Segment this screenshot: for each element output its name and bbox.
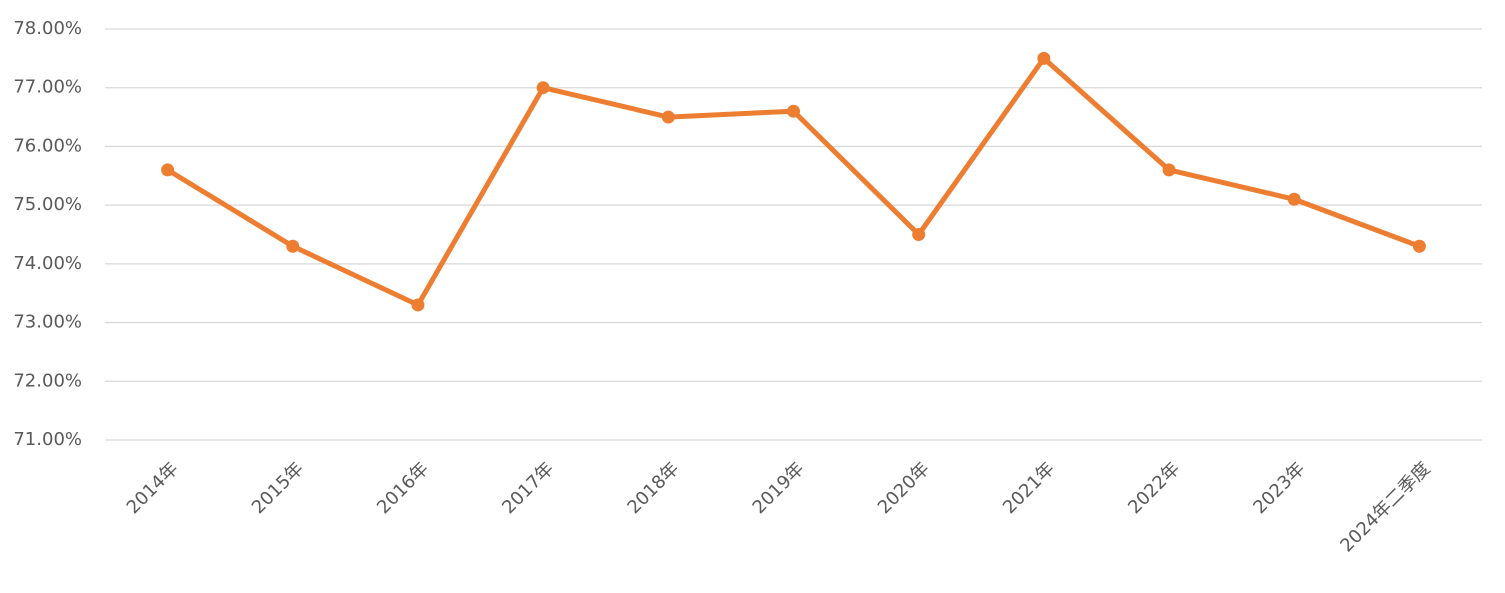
x-tick-label: 2018年 [623,458,683,518]
point [912,228,926,241]
point [286,239,300,253]
y-tick-label: 76.00% [13,135,82,156]
y-tick-label: 73.00% [13,312,82,333]
x-tick-label: 2021年 [999,458,1059,518]
x-tick-label: 2024年二季度 [1336,458,1434,556]
point [161,163,175,177]
point [1162,163,1176,177]
x-tick-label: 2023年 [1249,458,1309,518]
point [1037,51,1051,65]
x-tick-label: 2017年 [498,458,558,518]
point [787,104,800,118]
point [1412,239,1426,253]
y-tick-label: 78.00% [13,18,82,39]
y-tick-label: 72.00% [13,370,82,391]
y-tick-label: 75.00% [13,194,82,215]
y-tick-label: 77.00% [13,77,82,98]
point [1287,192,1301,206]
x-tick-label: 2022年 [1124,458,1184,518]
point [536,81,550,95]
x-tick-label: 2016年 [373,458,433,518]
y-tick-label: 74.00% [13,253,82,274]
x-tick-label: 2020年 [874,458,934,518]
x-tick-label: 2014年 [123,458,183,518]
x-tick-label: 2015年 [248,458,308,518]
y-tick-label: 71.00% [13,429,82,450]
line [166,55,1421,308]
point [661,110,675,124]
point [411,298,425,312]
x-tick-label: 2019年 [749,458,809,518]
